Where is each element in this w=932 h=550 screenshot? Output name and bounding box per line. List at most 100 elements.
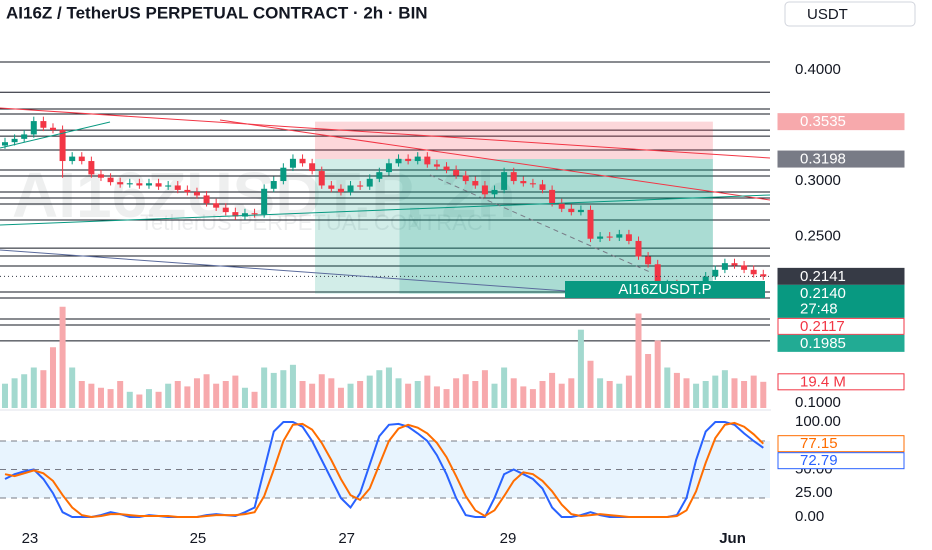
candle-body xyxy=(606,236,613,238)
volume-bar xyxy=(645,354,652,408)
y-tick-label: 0.2500 xyxy=(795,227,841,244)
candle-body xyxy=(702,276,709,286)
stoch-tick-label: 0.00 xyxy=(795,508,824,525)
candle-body xyxy=(405,158,412,162)
candle-body xyxy=(395,158,402,164)
candle-body xyxy=(59,129,66,162)
symbol-label-bg xyxy=(565,281,765,298)
volume-bar xyxy=(673,372,680,408)
candle-body xyxy=(261,188,268,215)
candle-body xyxy=(126,183,133,185)
candle-body xyxy=(270,181,277,189)
candle-body xyxy=(184,189,191,193)
candle-body xyxy=(203,195,210,204)
volume-bar xyxy=(280,370,287,408)
volume-bar xyxy=(241,387,248,408)
candle-body xyxy=(443,166,450,170)
price-label-bg xyxy=(777,452,905,470)
price-label: 0.2117 xyxy=(800,318,845,335)
candle-body xyxy=(174,185,181,190)
candle-body xyxy=(539,184,546,190)
drawings xyxy=(0,107,771,293)
volume-bar xyxy=(193,378,200,408)
volume-bar xyxy=(414,381,421,408)
volume-bar xyxy=(155,391,162,408)
volume-bar xyxy=(443,389,450,408)
volume-bar xyxy=(165,383,172,408)
price-label: 0.3535 xyxy=(800,113,846,130)
candle-body xyxy=(760,274,767,277)
candle-body xyxy=(433,164,440,167)
stop-zone xyxy=(315,121,713,160)
candle-body xyxy=(462,175,469,182)
candle-body xyxy=(289,158,296,168)
candle-body xyxy=(328,185,335,189)
volume-bar xyxy=(616,383,623,408)
volume-bar xyxy=(184,386,191,408)
volume-bar xyxy=(69,367,76,408)
volume-bar xyxy=(693,383,700,408)
volume-bar xyxy=(145,389,152,408)
volume-bar xyxy=(376,370,383,408)
volume-bar xyxy=(299,381,306,408)
candle-body xyxy=(318,171,325,186)
trend-line xyxy=(219,119,771,201)
candle-body xyxy=(155,183,162,187)
volume-bar xyxy=(683,378,690,408)
volume-bar xyxy=(405,383,412,408)
candle-body xyxy=(453,169,460,176)
volume-bar xyxy=(136,394,143,408)
countdown-label: 27:48 xyxy=(800,300,838,317)
price-label-bg xyxy=(777,284,905,318)
candle-body xyxy=(712,269,719,277)
candle-body xyxy=(11,138,18,143)
volume-bar xyxy=(337,387,344,408)
candle-body xyxy=(280,167,287,182)
price-label-bg xyxy=(777,113,905,131)
price-label: 72.79 xyxy=(800,452,838,469)
currency-button[interactable] xyxy=(784,1,916,27)
volume-bar xyxy=(49,347,56,408)
volume-bar xyxy=(741,381,748,408)
volume-bar xyxy=(318,374,325,408)
y-tick-label: 0.4000 xyxy=(795,61,841,78)
candle-body xyxy=(145,183,152,186)
candle-body xyxy=(597,236,604,239)
candle-body xyxy=(501,172,508,190)
volume-bar xyxy=(760,381,767,408)
volume-bar xyxy=(203,374,210,408)
volume-bar xyxy=(654,340,661,408)
candle-body xyxy=(337,188,344,193)
candle-body xyxy=(309,163,316,172)
volume-bar xyxy=(289,364,296,408)
candle-body xyxy=(481,185,488,195)
volume-bar xyxy=(222,381,229,408)
candle-body xyxy=(232,212,239,217)
price-label-bg xyxy=(777,267,905,285)
candle-body xyxy=(117,182,124,185)
x-tick-label: 29 xyxy=(500,530,517,547)
volume-bar xyxy=(721,370,728,408)
candle-body xyxy=(21,134,28,139)
price-label-bg xyxy=(777,150,905,168)
candle-body xyxy=(491,189,498,195)
candle-body xyxy=(347,185,354,193)
candle-body xyxy=(165,185,172,187)
currency[interactable]: USDT xyxy=(807,6,848,23)
symbol-label: AI16ZUSDT.P xyxy=(618,281,711,298)
candle-body xyxy=(30,121,37,135)
volume-bar xyxy=(491,383,498,408)
stoch-tick-label: 25.00 xyxy=(795,484,833,501)
volume-bar xyxy=(40,370,47,408)
volume-bar xyxy=(357,381,364,408)
candle-body xyxy=(357,185,364,187)
price-label: 19.4 M xyxy=(800,373,846,390)
candle-body xyxy=(549,189,556,204)
volume-bar xyxy=(481,370,488,408)
volume-bar xyxy=(78,381,85,408)
volume-bar xyxy=(11,378,18,408)
x-tick-label: Jun xyxy=(719,530,746,547)
volume-bar xyxy=(126,391,133,408)
volume-bar xyxy=(664,367,671,408)
